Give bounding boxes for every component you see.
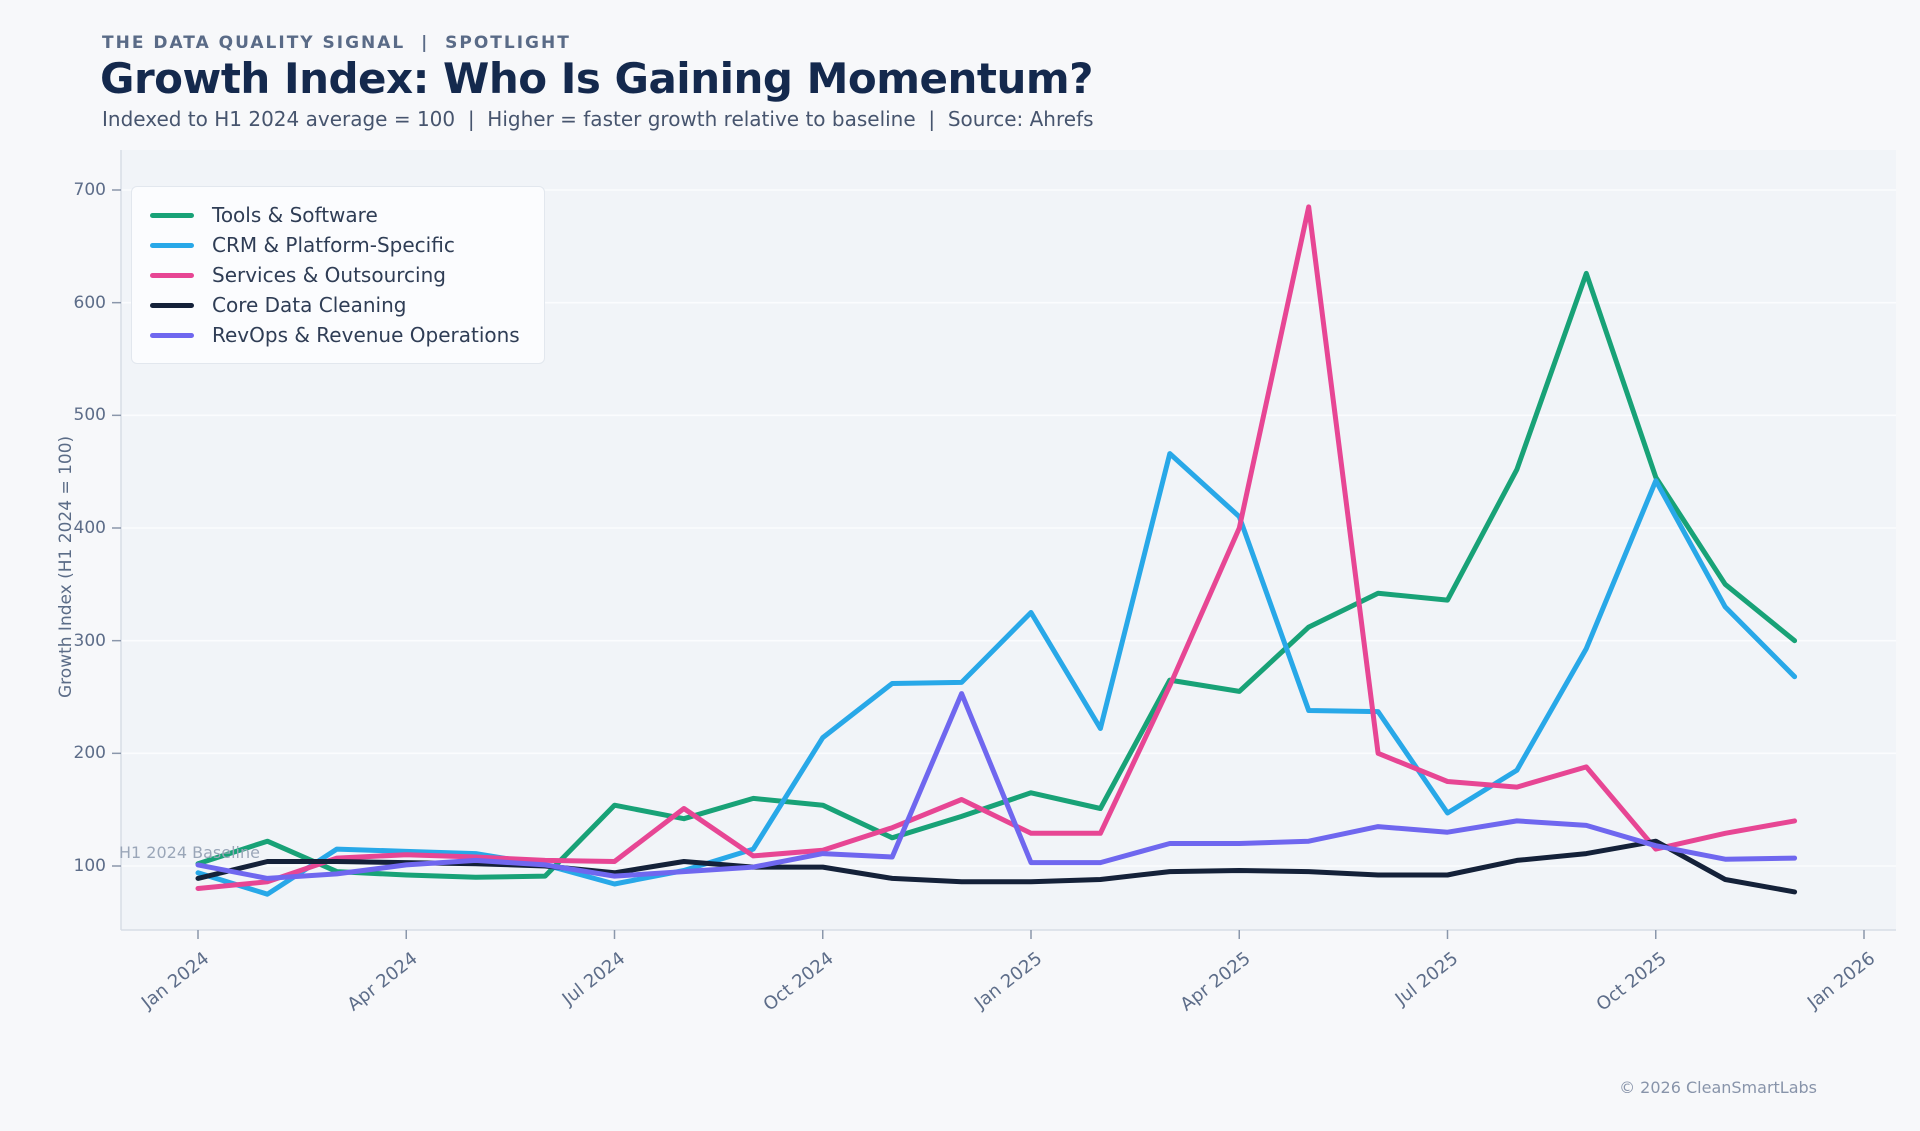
y-tick-label-200: 200 bbox=[73, 743, 106, 764]
legend-swatch-icon bbox=[150, 212, 194, 218]
legend-swatch-icon bbox=[150, 332, 194, 338]
y-tick-label-700: 700 bbox=[73, 180, 106, 200]
series-line-revops-revenue-operations bbox=[195, 691, 1798, 881]
y-tick-label-300: 300 bbox=[73, 630, 106, 651]
legend-item: Tools & Software bbox=[150, 200, 520, 230]
legend-label: Core Data Cleaning bbox=[212, 293, 407, 317]
series-line-services-outsourcing bbox=[195, 204, 1798, 891]
y-tick-label-400: 400 bbox=[73, 518, 106, 538]
y-tick-label-600: 600 bbox=[73, 292, 106, 313]
legend: Tools & Software CRM & Platform-Specific S… bbox=[131, 186, 545, 364]
legend-item: CRM & Platform-Specific bbox=[150, 230, 520, 260]
y-axis-title: Growth Index (H1 2024 = 100) bbox=[56, 435, 76, 698]
legend-item: Services & Outsourcing bbox=[150, 260, 520, 290]
legend-swatch-icon bbox=[150, 302, 194, 308]
series-line-crm-platform-specific bbox=[195, 451, 1798, 897]
legend-swatch-icon bbox=[150, 242, 194, 248]
series-line-tools-software bbox=[195, 270, 1798, 880]
legend-item: Core Data Cleaning bbox=[150, 290, 520, 320]
legend-label: Services & Outsourcing bbox=[212, 263, 446, 287]
legend-item: RevOps & Revenue Operations bbox=[150, 320, 520, 350]
y-tick-label-100: 100 bbox=[73, 856, 106, 876]
copyright: © 2026 CleanSmartLabs bbox=[1619, 1078, 1817, 1097]
subtitle: Indexed to H1 2024 average = 100 | Highe… bbox=[102, 107, 1094, 131]
legend-label: CRM & Platform-Specific bbox=[212, 233, 455, 257]
legend-swatch-icon bbox=[150, 272, 194, 278]
y-tick-label-500: 500 bbox=[73, 405, 106, 426]
legend-label: Tools & Software bbox=[212, 203, 378, 227]
kicker: THE DATA QUALITY SIGNAL | SPOTLIGHT bbox=[102, 33, 571, 53]
page-title: Growth Index: Who Is Gaining Momentum? bbox=[100, 54, 1093, 103]
baseline-annotation: H1 2024 Baseline bbox=[119, 843, 260, 862]
legend-label: RevOps & Revenue Operations bbox=[212, 323, 520, 347]
